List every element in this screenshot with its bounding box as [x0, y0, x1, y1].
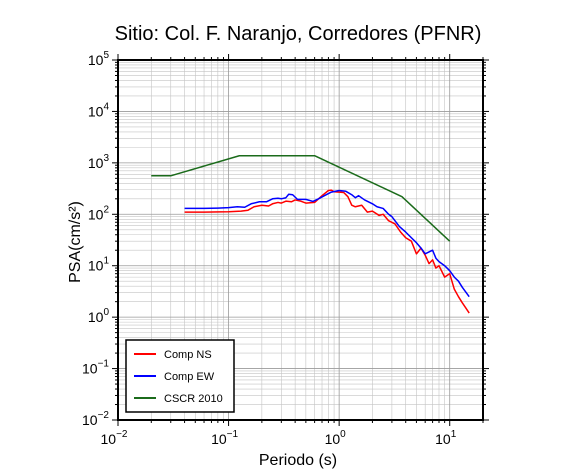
plot-frame [117, 59, 484, 421]
chart-title: Sitio: Col. F. Naranjo, Corredores (PFNR… [115, 23, 482, 45]
y-axis-label: PSA(cm/s²) [67, 201, 84, 283]
x-tick-label: 100 [325, 429, 347, 447]
x-tick-labels: 10−2 10−1 100 101 [101, 429, 457, 447]
y-tick-label: 100 [88, 307, 110, 325]
y-tick-label: 10−2 [82, 410, 109, 428]
legend: Comp NS Comp EW CSCR 2010 [125, 339, 235, 413]
x-tick-label: 101 [435, 429, 457, 447]
y-tick-label: 102 [88, 204, 110, 222]
legend-label-comp-ew: Comp EW [164, 371, 215, 383]
axis-ticks [112, 54, 489, 426]
x-tick-label: 10−2 [101, 429, 128, 447]
y-tick-label: 105 [88, 50, 110, 68]
y-tick-label: 10−1 [82, 359, 109, 377]
legend-label-cscr-2010: CSCR 2010 [164, 393, 223, 405]
y-tick-label: 104 [88, 101, 110, 119]
legend-label-comp-ns: Comp NS [164, 349, 212, 361]
series-layer [151, 154, 470, 314]
x-axis-label: Periodo (s) [259, 452, 337, 469]
x-tick-label: 10−1 [211, 429, 238, 447]
series-line-cscr-2010 [151, 154, 451, 242]
series-line-comp-ew [184, 189, 470, 298]
series-line-comp-ns [184, 189, 470, 314]
y-tick-label: 103 [88, 153, 110, 171]
y-tick-label: 101 [88, 256, 110, 274]
grid-minor [118, 60, 484, 420]
y-tick-labels: 10−2 10−1 100 101 102 103 104 105 [82, 50, 109, 428]
